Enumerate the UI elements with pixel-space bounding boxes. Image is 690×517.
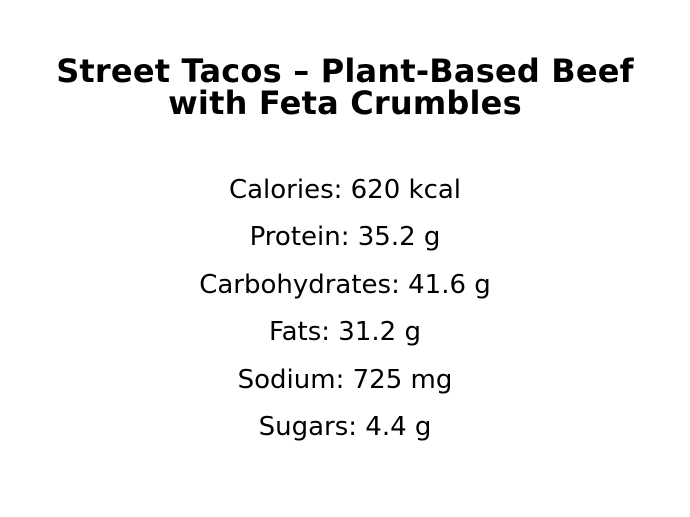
nutrition-line-fats: Fats: 31.2 g — [269, 317, 421, 347]
page-title-line-2: with Feta Crumbles — [168, 84, 522, 122]
page-title-line-1: Street Tacos – Plant-Based Beef — [56, 52, 634, 90]
nutrition-line-sugars: Sugars: 4.4 g — [258, 412, 432, 442]
nutrition-line-protein: Protein: 35.2 g — [249, 222, 441, 252]
nutrition-line-calories: Calories: 620 kcal — [228, 175, 462, 205]
page-title: Street Tacos – Plant-Based Beef with Fet… — [0, 55, 690, 119]
nutrition-line-sodium: Sodium: 725 mg — [237, 365, 453, 395]
nutrition-line-carbohydrates: Carbohydrates: 41.6 g — [199, 270, 491, 300]
